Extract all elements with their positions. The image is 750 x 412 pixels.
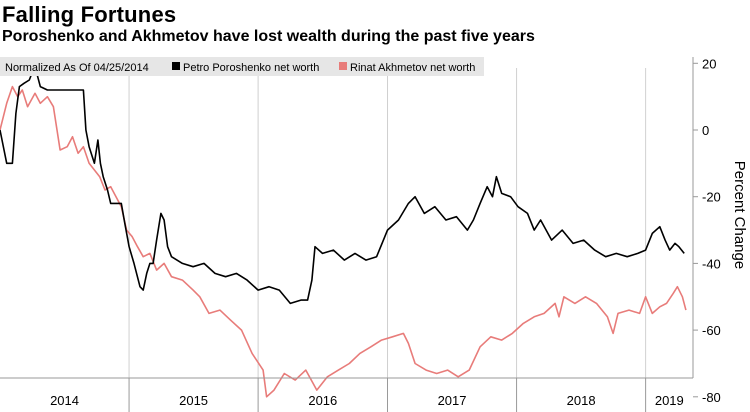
legend-swatch-poroshenko	[172, 62, 180, 70]
y-ticks: 20 0 -20 -40 -60 -80	[693, 56, 721, 405]
year-gridlines	[128, 68, 647, 378]
y-tick-label-20: 20	[702, 56, 716, 71]
x-tick-label-2015: 2015	[179, 393, 208, 408]
legend: Normalized As Of 04/25/2014 Petro Porosh…	[0, 57, 484, 76]
legend-note: Normalized As Of 04/25/2014	[5, 62, 149, 74]
y-axis-label: Percent Change	[731, 161, 748, 269]
legend-swatch-akhmetov	[339, 62, 347, 70]
y-tick-label--20: -20	[702, 190, 721, 205]
chart-subtitle: Poroshenko and Akhmetov have lost wealth…	[2, 28, 535, 45]
y-tick-label--60: -60	[702, 323, 721, 338]
x-tick-label-2016: 2016	[308, 393, 337, 408]
chart-title: Falling Fortunes	[2, 2, 177, 27]
x-tick-label-2014: 2014	[50, 393, 79, 408]
x-ticks: 2014 2015 2016 2017 2018 2019	[50, 378, 684, 412]
y-tick-label--80: -80	[702, 390, 721, 405]
series-layer	[0, 69, 687, 398]
y-tick-label--40: -40	[702, 256, 721, 271]
legend-label-akhmetov: Rinat Akhmetov net worth	[350, 62, 475, 74]
x-tick-label-2018: 2018	[567, 393, 596, 408]
x-tick-label-2019: 2019	[655, 393, 684, 408]
legend-background	[0, 57, 484, 76]
y-tick-label-0: 0	[702, 123, 709, 138]
x-tick-label-2017: 2017	[438, 393, 467, 408]
series-line-poroshenko	[0, 69, 685, 305]
legend-label-poroshenko: Petro Poroshenko net worth	[183, 62, 319, 74]
series-line-akhmetov	[0, 85, 687, 398]
